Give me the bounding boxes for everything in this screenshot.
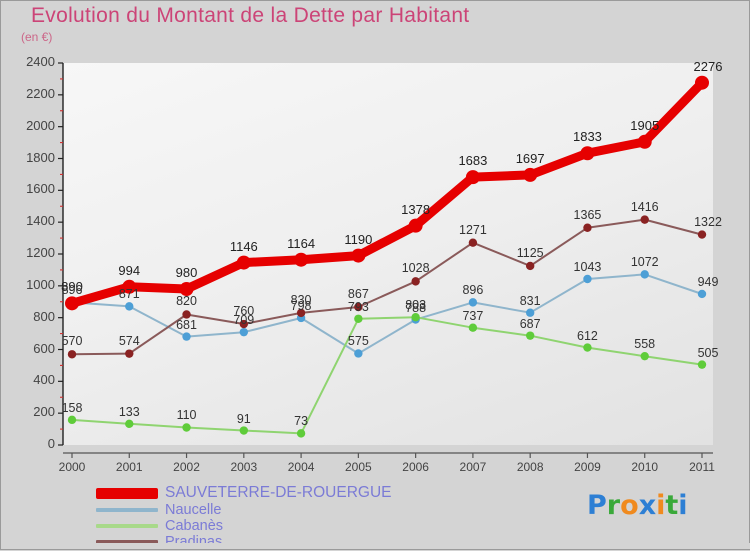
- data-point-label: 820: [176, 294, 197, 309]
- data-point-label: 831: [519, 293, 541, 308]
- data-point-label: 1190: [344, 231, 373, 247]
- legend-color-swatch: [96, 508, 158, 512]
- y-axis-tick-label: 2400: [26, 54, 55, 69]
- legend-label: Naucelle: [165, 502, 222, 518]
- data-point-label: 558: [634, 337, 656, 352]
- data-point-label: 1164: [287, 235, 316, 251]
- data-point-label: 994: [118, 262, 141, 278]
- data-point-label: 1043: [573, 259, 602, 274]
- legend-item[interactable]: Cabanès: [96, 518, 392, 534]
- x-axis-tick-label: 2002: [173, 460, 200, 474]
- data-point-label: 1072: [630, 255, 659, 270]
- logo-letter: i: [656, 490, 666, 521]
- data-point-label: 896: [61, 283, 83, 298]
- y-axis-tick-label: 1800: [26, 149, 55, 165]
- data-point-label: 1365: [573, 207, 602, 222]
- data-point-label: 1322: [694, 214, 722, 229]
- data-point-label: 949: [697, 274, 719, 289]
- y-axis-tick-label: 200: [33, 404, 55, 420]
- legend-color-swatch: [96, 487, 158, 499]
- data-point-label: 871: [118, 287, 140, 302]
- y-axis-tick-label: 600: [33, 340, 55, 356]
- x-axis-tick-label: 2001: [115, 460, 143, 474]
- data-point-label: 505: [697, 345, 719, 360]
- data-point-label: 570: [61, 334, 83, 349]
- x-axis-tick-label: 2003: [230, 460, 258, 474]
- data-point-label: 1683: [458, 153, 488, 169]
- logo-letter: i: [678, 490, 688, 521]
- y-axis-tick-label: 1200: [26, 245, 55, 260]
- data-point-label: 1028: [401, 261, 430, 276]
- data-point-label: 1271: [459, 222, 487, 237]
- legend-color-swatch: [96, 524, 158, 528]
- data-point-label: 760: [233, 304, 255, 319]
- data-point-label: 612: [577, 328, 598, 343]
- y-axis-tick-label: 1400: [26, 213, 55, 229]
- data-point-label: 575: [347, 334, 369, 349]
- data-point-label: 867: [347, 287, 369, 301]
- data-point-label: 890: [61, 279, 83, 295]
- data-point-label: 1125: [516, 245, 544, 260]
- data-point-label: 110: [176, 408, 197, 423]
- y-axis-tick-label: 800: [33, 308, 55, 324]
- logo-letter: t: [665, 490, 679, 521]
- data-point-label: 1146: [229, 238, 258, 254]
- data-point-label: 1905: [630, 117, 660, 133]
- legend-item[interactable]: Naucelle: [96, 502, 392, 518]
- legend-item[interactable]: SAUVETERRE-DE-ROUERGUE: [96, 484, 392, 502]
- plot-area: [63, 63, 713, 445]
- data-point-label: 681: [176, 317, 197, 332]
- data-point-label: 574: [118, 333, 140, 348]
- y-axis-tick-label: 1600: [26, 181, 55, 197]
- proxiti-logo[interactable]: Proxiti: [587, 490, 688, 521]
- data-point-label: 830: [290, 292, 312, 307]
- data-point-label: 1697: [515, 150, 545, 166]
- data-point-label: 709: [233, 313, 255, 328]
- legend-color-swatch: [96, 540, 158, 544]
- y-axis-tick-label: 2200: [26, 85, 55, 101]
- data-point-label: 793: [347, 299, 369, 314]
- data-point-label: 798: [290, 298, 312, 313]
- x-axis-tick-label: 2005: [345, 460, 372, 474]
- x-axis-tick-label: 2004: [287, 460, 315, 474]
- logo-letter: x: [638, 490, 657, 521]
- logo-letter: o: [620, 490, 639, 521]
- bottom-bar: [1, 543, 750, 549]
- data-point-label: 91: [236, 411, 251, 426]
- data-point-label: 803: [405, 298, 427, 313]
- y-axis-tick-label: 400: [33, 372, 55, 388]
- data-point-label: 1416: [630, 199, 659, 214]
- x-axis-tick-label: 2006: [402, 460, 429, 474]
- data-point-label: 788: [405, 300, 427, 315]
- data-point-label: 73: [294, 414, 309, 429]
- data-point-label: 2276: [693, 58, 723, 74]
- data-point-label: 1833: [572, 129, 602, 145]
- logo-letter: r: [606, 490, 621, 521]
- data-point-label: 737: [462, 308, 484, 323]
- x-axis-tick-label: 2011: [689, 460, 715, 474]
- chart-subtitle: (en €): [21, 30, 53, 44]
- x-axis-tick-label: 2000: [58, 460, 86, 474]
- data-point-label: 1378: [401, 201, 431, 217]
- data-point-label: 687: [519, 316, 541, 331]
- data-point-label: 896: [462, 283, 484, 298]
- logo-letter: P: [587, 490, 607, 521]
- data-point-label: 980: [175, 265, 198, 281]
- y-axis-tick-label: 1000: [26, 276, 55, 292]
- data-point-label: 158: [61, 400, 83, 415]
- y-axis-tick-label: 2000: [26, 117, 55, 133]
- data-point-label: 133: [118, 404, 140, 419]
- x-axis-tick-label: 2010: [631, 460, 659, 474]
- chart-legend: SAUVETERRE-DE-ROUERGUE Naucelle Cabanès Pra…: [96, 484, 392, 550]
- x-axis-tick-label: 2009: [574, 460, 601, 474]
- x-axis-tick-label: 2008: [516, 460, 544, 474]
- page-title: Evolution du Montant de la Dette par Hab…: [31, 4, 470, 27]
- x-axis-tick-label: 2007: [459, 460, 487, 474]
- legend-label: Cabanès: [165, 518, 224, 534]
- legend-label: SAUVETERRE-DE-ROUERGUE: [165, 484, 392, 501]
- y-axis-tick-label: 0: [47, 436, 55, 451]
